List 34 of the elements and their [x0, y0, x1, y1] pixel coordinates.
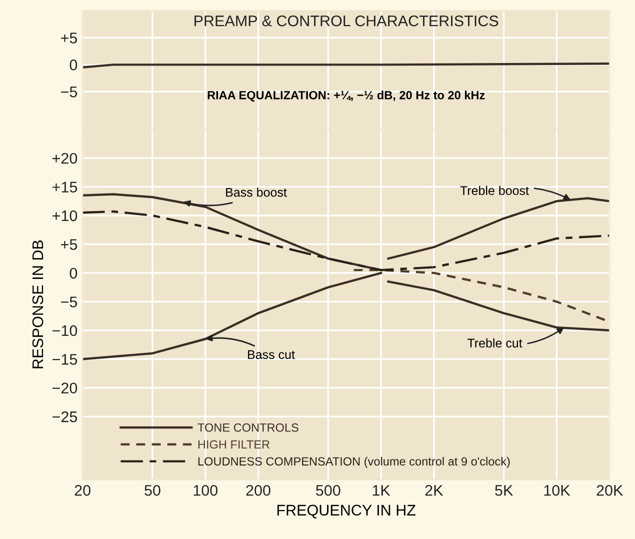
x-axis-title: FREQUENCY IN HZ — [277, 504, 416, 518]
y-axis-title: RESPONSE IN DB — [32, 240, 44, 368]
y-tick-label: +5 — [61, 239, 78, 250]
annotation: RIAA EQUALIZATION: +¼, −½ dB, 20 Hz to 20 kHz — [208, 90, 485, 102]
annotation: Treble boost — [460, 186, 529, 196]
x-tick-label: 100 — [194, 484, 218, 496]
text: TONE CONTROLS — [198, 423, 298, 432]
x-tick-label: 50 — [144, 484, 160, 496]
annotation: Treble cut — [467, 338, 522, 348]
annotation: Bass cut — [248, 350, 295, 360]
y-tick-label: −25 — [52, 411, 78, 422]
text: LOUDNESS COMPENSATION (volume control at 9 o'clock) — [198, 456, 510, 468]
chart-title: PREAMP & CONTROL CHARACTERISTICS — [194, 15, 498, 26]
x-tick-label: 500 — [316, 484, 340, 496]
y-tick-label: −5 — [61, 86, 78, 98]
y-tick-label: −10 — [52, 325, 78, 336]
x-tick-label: 1K — [372, 485, 390, 496]
y-tick-label: +5 — [61, 32, 78, 44]
x-tick-label: 5K — [495, 485, 513, 496]
y-tick-label: 0 — [70, 60, 78, 70]
x-tick-label: 200 — [246, 484, 270, 496]
text: HIGH FILTER — [198, 440, 270, 449]
x-tick-label: 20 — [74, 484, 90, 496]
x-tick-label: 2K — [425, 484, 444, 496]
y-tick-label: +15 — [52, 182, 78, 192]
y-tick-label: −5 — [61, 296, 78, 308]
y-tick-label: +10 — [52, 210, 78, 222]
x-tick-label: 10K — [544, 484, 570, 496]
x-tick-label: 20K — [596, 484, 624, 496]
y-tick-label: −15 — [52, 354, 78, 365]
y-tick-label: 0 — [70, 268, 78, 279]
annotation: Bass boost — [226, 188, 287, 197]
y-tick-label: −20 — [52, 382, 78, 394]
y-tick-label: +20 — [52, 152, 78, 164]
